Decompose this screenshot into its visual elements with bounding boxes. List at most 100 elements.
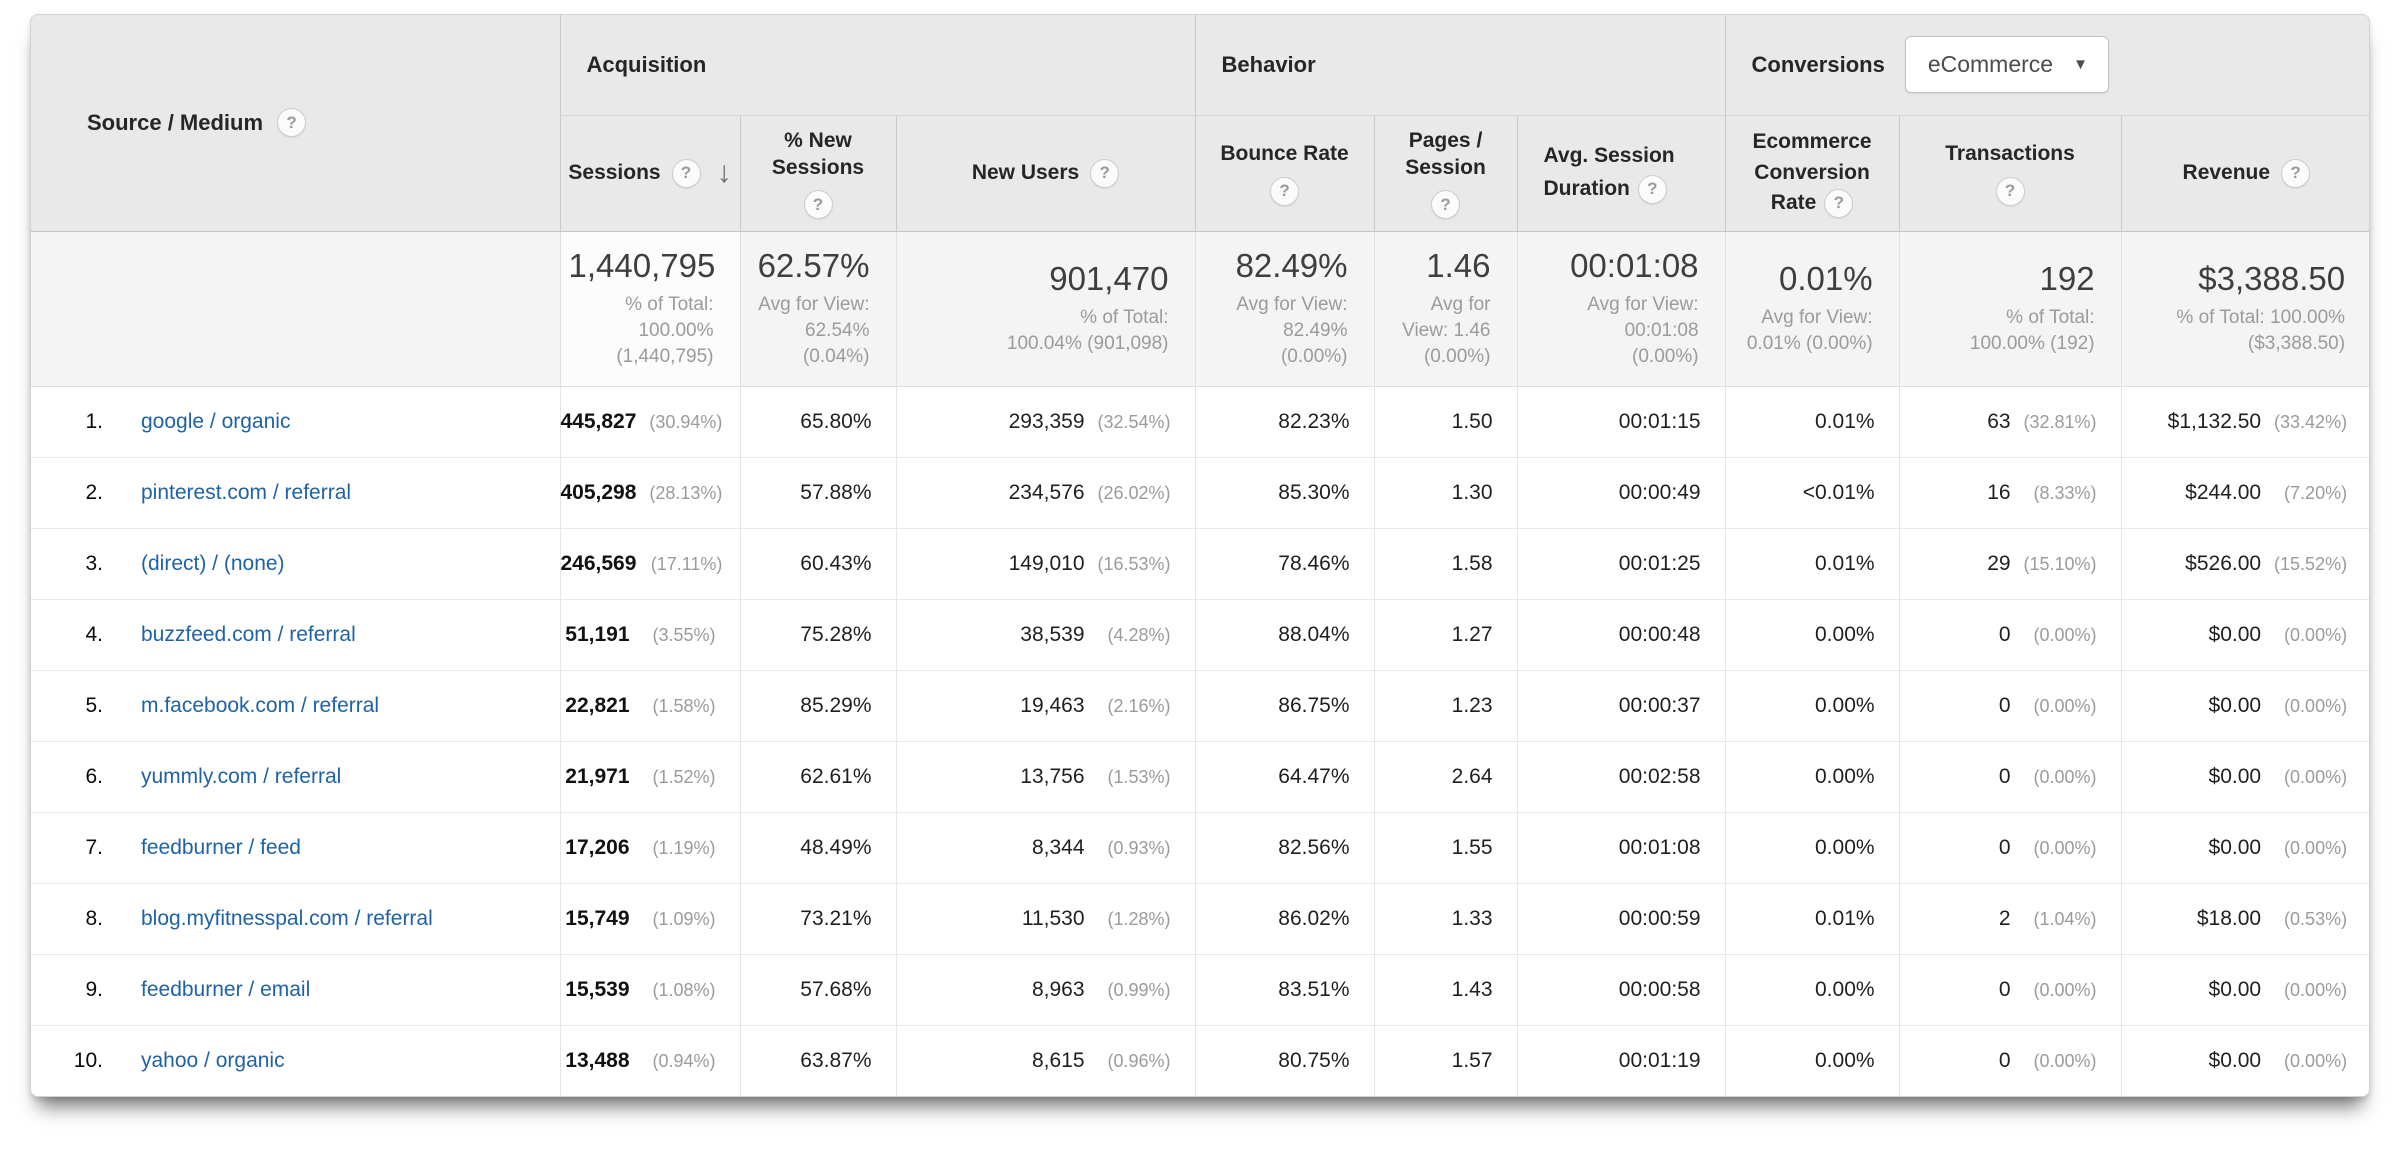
help-icon[interactable]: ? [671, 158, 701, 188]
row-rank: 3. [85, 551, 103, 575]
table-row: 9. feedburner / email 15,539 (1.08%) 57.6… [31, 954, 2369, 1026]
cell-source-medium: 3. (direct) / (none) [31, 528, 560, 600]
help-icon[interactable]: ? [1431, 190, 1461, 220]
summary-value: 0.01% [1778, 259, 1873, 297]
cell-revenue: $1,132.50 (33.42%) [2120, 386, 2369, 458]
column-header-bounce-rate[interactable]: Bounce Rate ? [1194, 115, 1375, 232]
transactions-value: 63 [1987, 409, 2011, 433]
new-users-percent: (0.96%) [1107, 1050, 1171, 1071]
new-users-value: 11,530 [1021, 906, 1085, 930]
source-medium-link[interactable]: yahoo / organic [141, 1048, 285, 1072]
table-body: 1,440,795 % of Total: 100.00% (1,440,795… [31, 231, 2369, 1096]
help-icon[interactable]: ? [1090, 158, 1120, 188]
cell-bounce-rate: 82.56% [1194, 812, 1375, 884]
revenue-value: $0.00 [2208, 835, 2262, 859]
help-icon[interactable]: ? [803, 190, 833, 220]
cell-sessions: 17,206 (1.19%) [559, 812, 740, 884]
cell-ecommerce-conversion-rate: <0.01% [1724, 457, 1900, 529]
summary-value: 1,440,795 [568, 246, 716, 284]
column-label: Sessions [568, 161, 661, 184]
row-rank: 8. [85, 906, 103, 930]
help-icon[interactable]: ? [1824, 189, 1854, 219]
ecommerce-conversion-rate-value: 0.01% [1815, 906, 1875, 930]
source-medium-link[interactable]: buzzfeed.com / referral [141, 622, 356, 646]
new-users-value: 8,615 [1031, 1048, 1085, 1072]
transactions-percent: (0.00%) [2033, 624, 2097, 645]
cell-ecommerce-conversion-rate: 0.00% [1724, 599, 1900, 671]
cell-pct-new-sessions: 73.21% [739, 883, 896, 955]
cell-source-medium: 5. m.facebook.com / referral [31, 670, 560, 742]
cell-sessions: 21,971 (1.52%) [559, 741, 740, 813]
column-label: Revenue [2182, 161, 2271, 184]
sessions-value: 17,206 [565, 835, 630, 859]
cell-ecommerce-conversion-rate: 0.00% [1724, 670, 1900, 742]
help-icon[interactable]: ? [1270, 176, 1300, 206]
help-icon[interactable]: ? [2281, 158, 2311, 188]
bounce-rate-value: 86.02% [1278, 906, 1350, 930]
source-medium-link[interactable]: pinterest.com / referral [141, 480, 352, 504]
column-header-ecommerce-conversion-rate[interactable]: Ecommerce Conversion Rate? [1724, 115, 1900, 232]
analytics-source-medium-table-card: Source / Medium ? Acquisition Behavior C… [30, 14, 2370, 1097]
new-users-percent: (4.28%) [1107, 624, 1171, 645]
help-icon[interactable]: ? [1995, 176, 2025, 206]
source-medium-link[interactable]: blog.myfitnesspal.com / referral [141, 906, 433, 930]
row-rank: 10. [73, 1048, 103, 1072]
summary-value: 62.57% [757, 246, 870, 284]
help-icon[interactable]: ? [277, 108, 307, 138]
revenue-percent: (33.42%) [2274, 411, 2348, 432]
chevron-down-icon: ▼ [2073, 56, 2088, 74]
avg-session-duration-value: 00:01:25 [1618, 551, 1701, 575]
summary-subtext: % of Total: 100.00% (192) [1969, 306, 2095, 354]
cell-pages-session: 1.43 [1373, 954, 1518, 1026]
transactions-percent: (0.00%) [2033, 1050, 2097, 1071]
ecommerce-conversion-rate-value: 0.01% [1815, 551, 1875, 575]
summary-avg-session-duration: 00:01:08 Avg for View: 00:01:08 (0.00%) [1516, 231, 1726, 387]
summary-pct-new-sessions: 62.57% Avg for View: 62.54% (0.04%) [739, 231, 896, 387]
ecommerce-conversion-rate-value: 0.00% [1815, 622, 1875, 646]
source-medium-link[interactable]: feedburner / feed [141, 835, 301, 859]
help-icon[interactable]: ? [1637, 174, 1667, 204]
cell-avg-session-duration: 00:00:59 [1516, 883, 1726, 955]
new-users-value: 234,576 [1008, 480, 1085, 504]
column-header-pct-new-sessions[interactable]: % New Sessions ? [739, 115, 896, 232]
column-header-pages-session[interactable]: Pages / Session ? [1373, 115, 1518, 232]
source-medium-link[interactable]: feedburner / email [141, 977, 311, 1001]
revenue-value: $1,132.50 [2167, 409, 2262, 433]
cell-transactions: 63 (32.81%) [1898, 386, 2122, 458]
pages-session-value: 1.23 [1451, 693, 1493, 717]
summary-new-users: 901,470 % of Total: 100.04% (901,098) [895, 231, 1196, 387]
cell-source-medium: 8. blog.myfitnesspal.com / referral [31, 883, 560, 955]
column-label: Pages / Session [1405, 128, 1486, 179]
source-medium-link[interactable]: (direct) / (none) [141, 551, 285, 575]
revenue-percent: (0.00%) [2284, 624, 2348, 645]
bounce-rate-value: 83.51% [1278, 977, 1350, 1001]
summary-subtext: Avg for View: 62.54% (0.04%) [758, 293, 870, 368]
source-medium-link[interactable]: google / organic [141, 409, 291, 433]
cell-avg-session-duration: 00:01:08 [1516, 812, 1726, 884]
new-users-percent: (26.02%) [1097, 482, 1171, 503]
row-rank: 9. [85, 977, 103, 1001]
column-header-transactions[interactable]: Transactions ? [1898, 115, 2122, 232]
ecommerce-conversion-rate-value: <0.01% [1802, 480, 1875, 504]
column-header-source-medium[interactable]: Source / Medium ? [31, 15, 560, 232]
pages-session-value: 2.64 [1451, 764, 1493, 788]
summary-subtext: % of Total: 100.00% ($3,388.50) [2176, 306, 2346, 354]
cell-avg-session-duration: 00:02:58 [1516, 741, 1726, 813]
revenue-value: $0.00 [2208, 764, 2262, 788]
cell-source-medium: 10. yahoo / organic [31, 1025, 560, 1096]
cell-source-medium: 6. yummly.com / referral [31, 741, 560, 813]
avg-session-duration-value: 00:02:58 [1618, 764, 1701, 788]
transactions-percent: (0.00%) [2033, 837, 2097, 858]
source-medium-link[interactable]: m.facebook.com / referral [141, 693, 380, 717]
column-header-sessions[interactable]: Sessions ? ↓ [559, 115, 740, 232]
source-medium-link[interactable]: yummly.com / referral [141, 764, 342, 788]
pages-session-value: 1.30 [1451, 480, 1493, 504]
sessions-value: 51,191 [565, 622, 630, 646]
column-header-revenue[interactable]: Revenue ? [2120, 115, 2369, 232]
cell-transactions: 0 (0.00%) [1898, 741, 2122, 813]
column-header-avg-session-duration[interactable]: Avg. Session Duration? [1516, 115, 1726, 232]
cell-ecommerce-conversion-rate: 0.01% [1724, 883, 1900, 955]
conversions-goal-dropdown[interactable]: eCommerce ▼ [1904, 36, 2109, 94]
column-label: Avg. Session Duration [1543, 144, 1675, 200]
column-header-new-users[interactable]: New Users ? [895, 115, 1196, 232]
